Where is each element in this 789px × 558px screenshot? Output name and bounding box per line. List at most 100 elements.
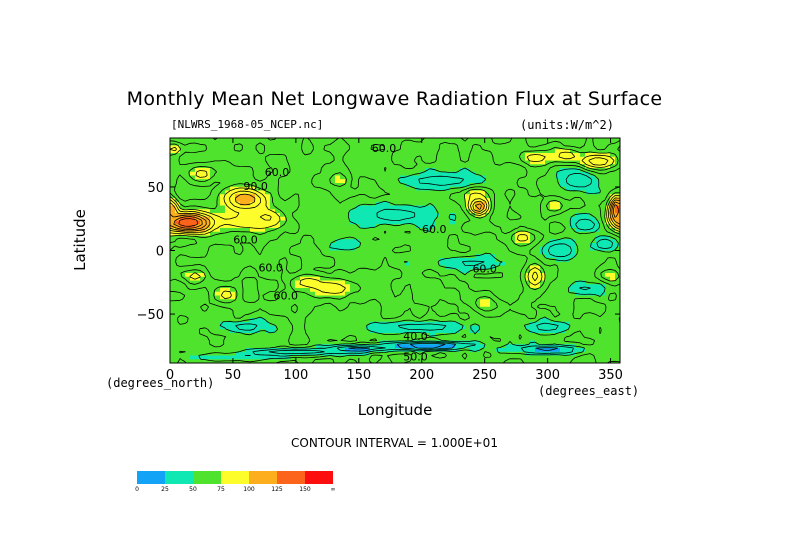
field-cell [600, 314, 606, 319]
field-cell [380, 318, 386, 323]
field-cell [550, 164, 556, 169]
field-cell [500, 186, 506, 191]
field-cell [600, 318, 606, 323]
field-cell [470, 138, 476, 143]
field-cell [435, 303, 441, 308]
field-cell [310, 149, 316, 154]
field-cell [555, 250, 561, 255]
field-cell [485, 141, 491, 146]
field-cell [225, 171, 231, 176]
field-cell [315, 276, 321, 281]
field-cell [485, 261, 491, 266]
field-cell [575, 258, 581, 263]
field-cell [255, 213, 261, 218]
field-cell [370, 239, 376, 244]
field-cell [310, 261, 316, 266]
field-cell [270, 149, 276, 154]
field-cell [315, 175, 321, 180]
field-cell [195, 310, 201, 315]
field-cell [210, 175, 216, 180]
field-cell [400, 201, 406, 206]
field-cell [190, 329, 196, 334]
field-cell [305, 213, 311, 218]
field-cell [220, 246, 226, 251]
field-cell [205, 288, 211, 293]
field-cell [515, 201, 521, 206]
field-cell [445, 288, 451, 293]
field-cell [240, 175, 246, 180]
field-cell [500, 201, 506, 206]
field-cell [385, 336, 391, 341]
field-cell [425, 239, 431, 244]
field-cell [430, 333, 436, 338]
field-cell [350, 243, 356, 248]
field-cell [290, 186, 296, 191]
field-cell [225, 318, 231, 323]
field-cell [205, 333, 211, 338]
field-cell [555, 190, 561, 195]
field-cell [475, 179, 481, 184]
field-cell [350, 329, 356, 334]
field-cell [285, 209, 291, 214]
field-cell [410, 246, 416, 251]
field-cell [250, 231, 256, 236]
field-cell [240, 303, 246, 308]
field-cell [470, 205, 476, 210]
field-cell [460, 175, 466, 180]
field-cell [380, 288, 386, 293]
field-cell [375, 138, 381, 143]
field-cell [365, 243, 371, 248]
field-cell [270, 164, 276, 169]
field-cell [505, 235, 511, 240]
field-cell [290, 329, 296, 334]
field-cell [250, 153, 256, 158]
field-cell [445, 303, 451, 308]
field-cell [520, 254, 526, 259]
field-cell [405, 205, 411, 210]
field-cell [330, 336, 336, 341]
field-cell [340, 303, 346, 308]
field-cell [390, 310, 396, 315]
field-cell [540, 231, 546, 236]
field-cell [340, 329, 346, 334]
field-cell [355, 239, 361, 244]
field-cell [550, 314, 556, 319]
field-cell [175, 306, 181, 311]
field-cell [595, 228, 601, 233]
field-cell [460, 243, 466, 248]
field-cell [360, 284, 366, 289]
field-cell [480, 153, 486, 158]
field-cell [415, 216, 421, 221]
field-cell [370, 138, 376, 143]
field-cell [225, 239, 231, 244]
field-cell [350, 276, 356, 281]
field-cell [255, 258, 261, 263]
field-cell [220, 269, 226, 274]
field-cell [215, 156, 221, 161]
field-cell [340, 216, 346, 221]
field-cell [235, 231, 241, 236]
field-cell [215, 254, 221, 259]
field-cell [615, 168, 621, 173]
field-cell [350, 254, 356, 259]
field-cell [595, 261, 601, 266]
field-cell [530, 145, 536, 150]
field-cell [375, 209, 381, 214]
field-cell [175, 269, 181, 274]
field-cell [605, 138, 611, 143]
field-cell [470, 310, 476, 315]
field-cell [435, 141, 441, 146]
field-cell [390, 280, 396, 285]
field-cell [480, 138, 486, 143]
field-cell [335, 239, 341, 244]
field-cell [450, 164, 456, 169]
field-cell [195, 250, 201, 255]
field-cell [215, 209, 221, 214]
field-cell [520, 329, 526, 334]
field-cell [435, 153, 441, 158]
field-cell [435, 228, 441, 233]
field-cell [590, 254, 596, 259]
field-cell [210, 235, 216, 240]
field-cell [540, 149, 546, 154]
field-cell [390, 276, 396, 281]
